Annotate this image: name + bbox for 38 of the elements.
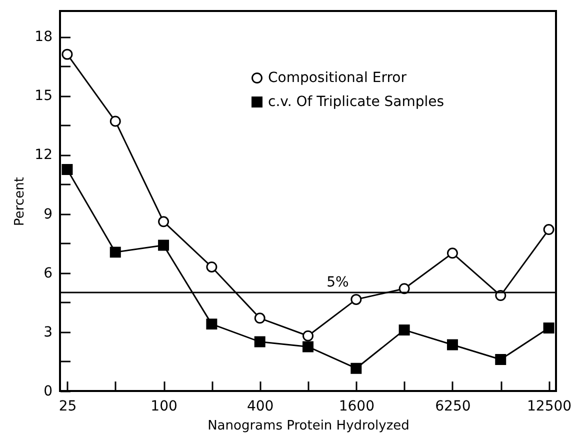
x-tick-label: 400 bbox=[246, 398, 274, 414]
x-tick-label: 25 bbox=[58, 398, 77, 414]
y-tick-label: 9 bbox=[44, 206, 52, 222]
x-tick-label: 100 bbox=[150, 398, 178, 414]
point bbox=[254, 312, 266, 324]
x-tick-label: 6250 bbox=[435, 398, 471, 414]
x-tick-label: 1600 bbox=[338, 398, 374, 414]
point bbox=[398, 324, 410, 336]
point bbox=[206, 318, 218, 330]
point bbox=[495, 354, 506, 365]
point bbox=[158, 216, 170, 228]
legend-label: c.v. Of Triplicate Samples bbox=[268, 94, 444, 110]
point bbox=[206, 261, 218, 272]
point bbox=[254, 336, 266, 348]
point bbox=[110, 116, 121, 127]
point bbox=[302, 330, 314, 342]
point bbox=[110, 246, 121, 258]
point bbox=[350, 294, 362, 305]
y-tick-label: 18 bbox=[34, 29, 52, 46]
x-tick-label: 12500 bbox=[527, 398, 572, 414]
y-tick-label: 6 bbox=[44, 265, 53, 282]
point bbox=[350, 362, 362, 374]
point bbox=[543, 322, 554, 334]
y-tick-label: 12 bbox=[34, 147, 52, 164]
y-tick-label: 15 bbox=[34, 88, 52, 104]
point bbox=[302, 341, 314, 352]
point bbox=[62, 164, 73, 175]
ref-line-label: 5% bbox=[326, 274, 349, 291]
legend-label: Compositional Error bbox=[268, 70, 407, 86]
point bbox=[446, 248, 458, 259]
point bbox=[446, 339, 458, 350]
point bbox=[62, 48, 73, 60]
point bbox=[158, 240, 170, 251]
point bbox=[543, 224, 554, 236]
y-tick-label: 3 bbox=[44, 324, 52, 340]
x-axis-title: Nanograms Protein Hydrolyzed bbox=[208, 418, 410, 434]
y-tick-label: 0 bbox=[44, 384, 52, 400]
y-axis-title: Percent bbox=[12, 177, 28, 226]
